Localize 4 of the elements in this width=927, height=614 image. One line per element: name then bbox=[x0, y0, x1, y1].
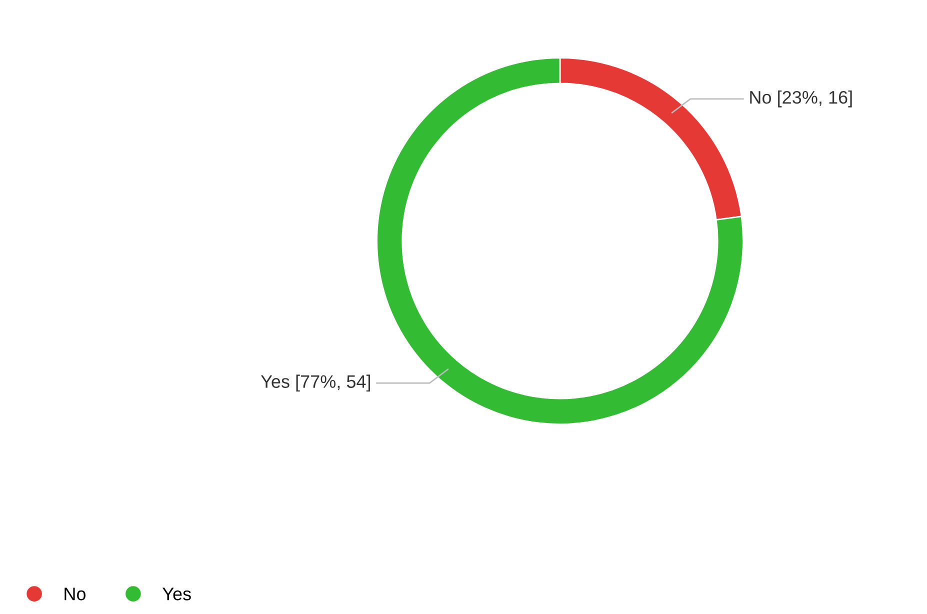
legend-label: No bbox=[64, 588, 86, 600]
legend-label: Yes bbox=[162, 588, 191, 600]
data-label: No [23%, 16] bbox=[750, 90, 852, 108]
data-label: Yes [77%, 54] bbox=[260, 374, 370, 392]
